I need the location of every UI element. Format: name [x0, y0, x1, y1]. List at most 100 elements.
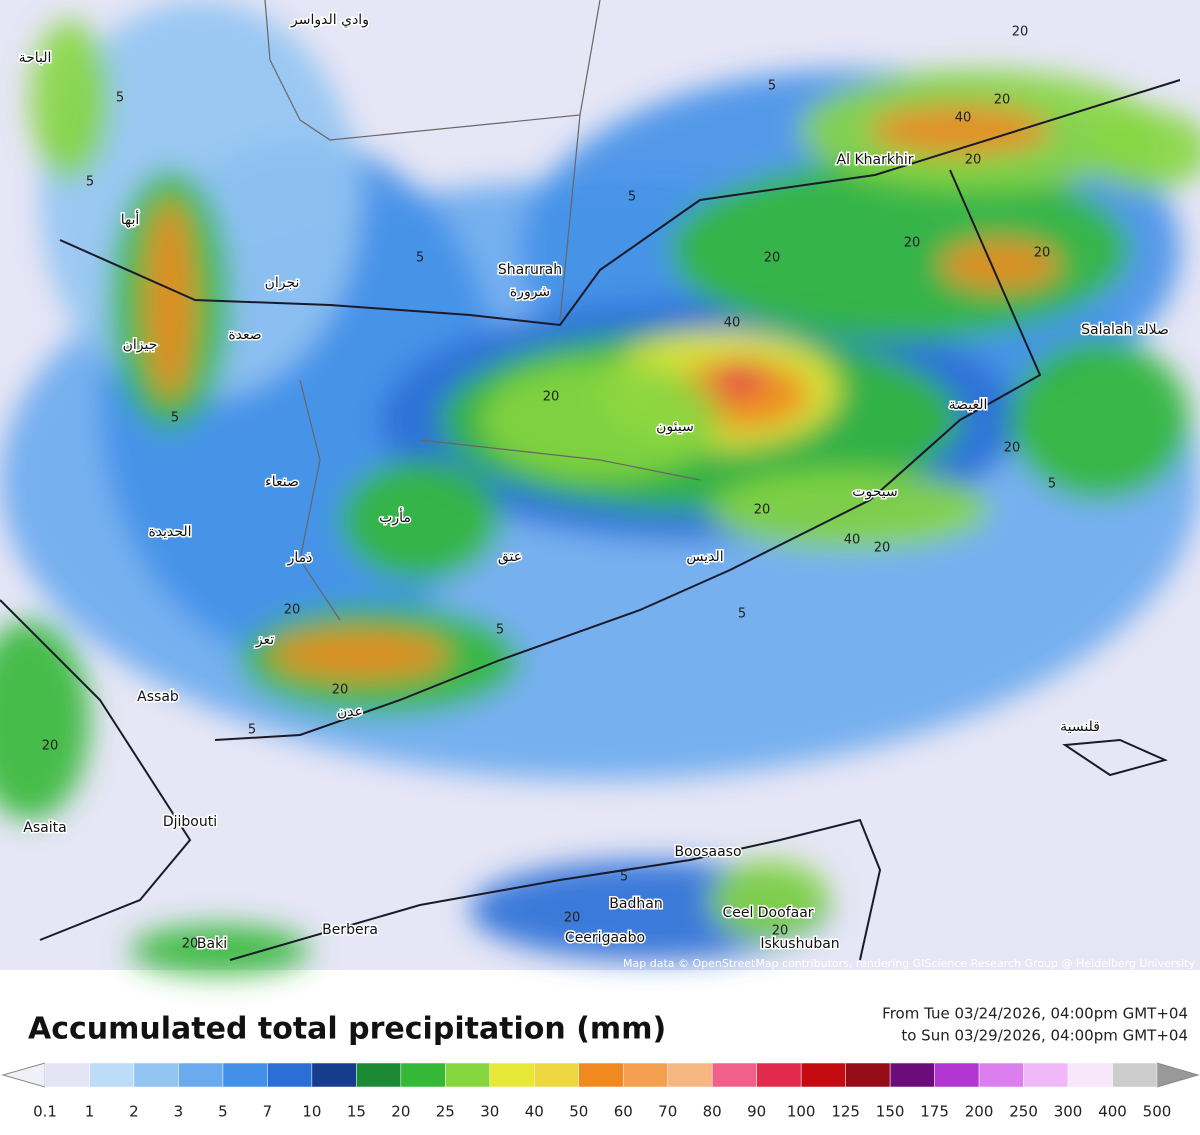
contour-label: 40: [844, 533, 861, 548]
contour-label: 20: [332, 683, 349, 698]
legend-title: Accumulated total precipitation (mm): [28, 1012, 666, 1047]
colorbar-swatch: [667, 1062, 713, 1088]
precip-blob: [1010, 340, 1190, 500]
contour-label: 20: [904, 236, 921, 251]
place-label: Djibouti: [163, 814, 217, 830]
contour-label: 20: [1034, 246, 1051, 261]
colorbar-swatch: [845, 1062, 891, 1088]
colorbar-low-arrow: [1, 1062, 46, 1088]
colorbar-swatch: [711, 1062, 757, 1088]
colorbar-swatch: [934, 1062, 980, 1088]
precip-blob: [130, 925, 310, 975]
precip-blob: [340, 460, 500, 580]
colorbar-swatch: [445, 1062, 491, 1088]
contour-label: 20: [543, 390, 560, 405]
precip-blob: [0, 620, 90, 820]
colorbar-swatch: [222, 1062, 268, 1088]
place-label: Ceerigaabo: [565, 930, 645, 946]
place-label: الديس: [686, 549, 723, 565]
colorbar-tick-label: 175: [920, 1103, 949, 1121]
colorbar-swatch: [534, 1062, 580, 1088]
place-label: Asaita: [23, 820, 66, 836]
contour-label: 5: [248, 723, 256, 738]
colorbar: 0.1 1 2 3 5 7 10 15 20 25 30 40 50 60 70 80 90 100 125 150 1…: [33, 1062, 1172, 1121]
place-label: مأرب: [379, 507, 411, 526]
place-label: Ceel Doofaar: [722, 905, 813, 921]
contour-label: 40: [955, 111, 972, 126]
period-from: From Tue 03/24/2026, 04:00pm GMT+04: [882, 1005, 1188, 1023]
colorbar-tick-label: 80: [703, 1103, 722, 1121]
colorbar-tick-label: 70: [658, 1103, 677, 1121]
place-label: صعدة: [228, 327, 261, 343]
colorbar-tick-label: 50: [569, 1103, 588, 1121]
place-label: Boosaaso: [674, 844, 741, 860]
contour-label: 5: [496, 623, 504, 638]
colorbar-tick-label: 200: [965, 1103, 994, 1121]
colorbar-tick-label: 5: [218, 1103, 228, 1121]
contour-label: 20: [772, 924, 789, 939]
precip-blob: [710, 860, 830, 940]
colorbar-tick-label: 0.1: [33, 1103, 57, 1121]
colorbar-swatch: [489, 1062, 535, 1088]
colorbar-swatch: [356, 1062, 402, 1088]
colorbar-tick-label: 90: [747, 1103, 766, 1121]
colorbar-tick-label: 1: [85, 1103, 95, 1121]
provinces: [264, 0, 701, 621]
place-label: الغيضة: [949, 397, 988, 413]
colorbar-tick-label: 100: [787, 1103, 816, 1121]
colorbar-swatch: [44, 1062, 90, 1088]
colorbar-swatch: [89, 1062, 135, 1088]
place-label: Berbera: [322, 922, 378, 938]
precip-field: [0, 0, 1200, 975]
attribution: Map data © OpenStreetMap contributors, r…: [623, 957, 1195, 970]
place-label: سيئون: [656, 419, 694, 435]
contour-label: 20: [182, 937, 199, 952]
place-label: Al Kharkhir: [837, 152, 914, 168]
place-label: تعز: [255, 632, 274, 648]
place-label: أبها: [121, 210, 140, 228]
contour-label: 20: [1004, 441, 1021, 456]
colorbar-tick-label: 125: [831, 1103, 860, 1121]
place-label: صنعاء: [265, 474, 299, 490]
colorbar-tick-label: 2: [129, 1103, 139, 1121]
contour-label: 5: [768, 79, 776, 94]
precip-blob: [1090, 110, 1200, 190]
colorbar-tick-label: 3: [174, 1103, 184, 1121]
contour-label: 5: [1048, 477, 1056, 492]
contour-label: 5: [738, 607, 746, 622]
place-label: Badhan: [609, 896, 662, 912]
contour-label: 20: [754, 503, 771, 518]
contour-label: 40: [724, 316, 741, 331]
contour-label: 20: [874, 541, 891, 556]
contour-label: 5: [416, 251, 424, 266]
colorbar-tick-label: 60: [614, 1103, 633, 1121]
colorbar-tick-label: 300: [1054, 1103, 1083, 1121]
place-label: عدن: [337, 704, 363, 720]
precip-blob: [715, 365, 765, 395]
labels: وادي الدواسر الباحة أبها نجران Sharurah شرورة…: [17, 11, 1170, 954]
precip-blob: [480, 360, 720, 480]
contour-label: 20: [42, 739, 59, 754]
colorbar-swatch: [889, 1062, 935, 1088]
colorbar-tick-label: 10: [302, 1103, 321, 1121]
precip-blob: [940, 240, 1060, 290]
place-label: شرورة: [510, 284, 550, 300]
place-label: الحديدة: [148, 524, 191, 540]
precip-blob: [670, 160, 1130, 340]
contour-label: 5: [628, 190, 636, 205]
colorbar-swatch: [311, 1062, 357, 1088]
place-label: Baki: [197, 936, 227, 952]
place-label: وادي الدواسر: [290, 12, 369, 28]
colorbar-tick-label: 30: [480, 1103, 499, 1121]
colorbar-tick-label: 7: [263, 1103, 273, 1121]
colorbar-tick-label: 250: [1009, 1103, 1038, 1121]
colorbar-swatch: [978, 1062, 1024, 1088]
place-label: عتق: [498, 549, 522, 565]
borders: [0, 79, 1181, 961]
colorbar-swatch: [1112, 1062, 1158, 1088]
colorbar-tick-label: 500: [1143, 1103, 1172, 1121]
contour-label: 20: [965, 153, 982, 168]
precip-blob: [30, 20, 110, 180]
